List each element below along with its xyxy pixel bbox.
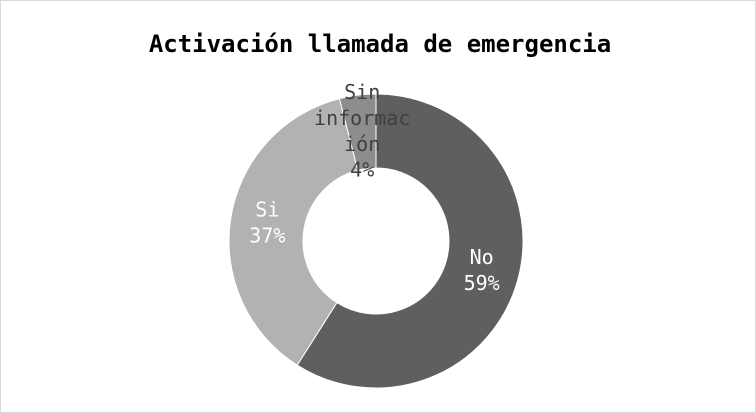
donut-slice — [338, 93, 377, 171]
donut-slice — [228, 98, 359, 366]
slice-label: No — [470, 245, 494, 269]
slice-value-label: 59% — [464, 271, 500, 295]
slice-value-label: 37% — [249, 223, 285, 247]
chart-title: Activación llamada de emergencia — [149, 30, 611, 58]
slice-label: Sin informac ión — [314, 79, 410, 155]
slice-value-label: 4% — [350, 157, 374, 181]
donut-slice — [296, 93, 524, 389]
slice-label: Si — [255, 197, 279, 221]
